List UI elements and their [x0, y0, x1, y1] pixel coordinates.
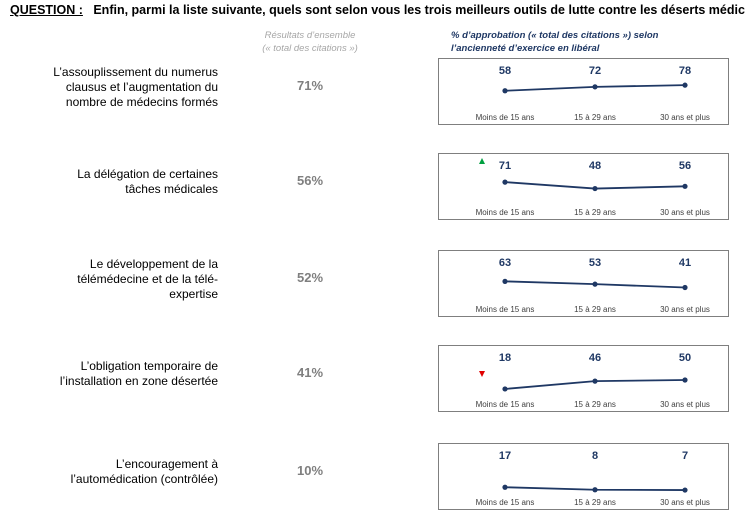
data-label: 50	[679, 352, 691, 364]
trend-chart-box: 17 Moins de 15 ans 8 15 à 29 ans 7 30 ans et …	[438, 443, 729, 510]
item-overall-value: 41%	[296, 365, 324, 380]
category-label: 30 ans et plus	[660, 113, 710, 122]
question-label: QUESTION :	[10, 3, 83, 17]
category-label: Moins de 15 ans	[476, 498, 535, 507]
data-point	[502, 88, 508, 94]
item-overall-value: 71%	[296, 78, 324, 93]
data-point	[502, 484, 508, 490]
data-label: 58	[499, 65, 511, 77]
trend-line-chart: 18 Moins de 15 ans 46 15 à 29 ans 50 30 ans e…	[476, 352, 710, 409]
question-text: Enfin, parmi la liste suivante, quels so…	[93, 3, 745, 17]
item-label-line: L’encouragement à	[115, 457, 218, 471]
data-point	[592, 84, 598, 90]
data-label: 17	[499, 450, 511, 462]
data-label: 41	[679, 257, 691, 269]
item-overall-value: 52%	[296, 270, 324, 285]
data-point	[592, 487, 598, 493]
item-label-line: l’automédication (contrôlée)	[70, 472, 218, 486]
data-label: 7	[682, 450, 688, 462]
question: QUESTION : Enfin, parmi la liste suivant…	[10, 3, 745, 17]
category-label: 30 ans et plus	[660, 400, 710, 409]
category-label: Moins de 15 ans	[476, 305, 535, 314]
category-label: 15 à 29 ans	[574, 498, 616, 507]
item-label-line: La délégation de certaines	[77, 167, 218, 181]
category-label: 15 à 29 ans	[574, 400, 616, 409]
overall-header-line2: (« total des citations »)	[262, 43, 358, 54]
overall-header-line1: Résultats d’ensemble	[264, 30, 356, 41]
item-label-line: nombre de médecins formés	[65, 94, 218, 109]
overall-column-header: Résultats d’ensemble (« total des citati…	[248, 29, 372, 55]
data-label: 72	[589, 65, 601, 77]
data-label: 71	[499, 160, 511, 172]
category-label: Moins de 15 ans	[476, 400, 535, 409]
data-point	[502, 386, 508, 392]
category-label: 15 à 29 ans	[574, 305, 616, 314]
data-point	[502, 179, 508, 185]
item-label: La délégation de certaines tâches médical…	[18, 156, 218, 208]
data-point	[592, 185, 598, 192]
item-label-line: expertise	[169, 286, 218, 301]
category-label: 15 à 29 ans	[574, 208, 616, 217]
data-label: 8	[592, 450, 598, 462]
trend-header-line1: % d’approbation (« total des citations »…	[451, 30, 659, 41]
category-label: Moins de 15 ans	[476, 113, 535, 122]
trend-column-header: % d’approbation (« total des citations »…	[451, 29, 711, 55]
trend-line-chart: 63 Moins de 15 ans 53 15 à 29 ans 41 30 ans e…	[476, 257, 710, 314]
trend-line-chart: 17 Moins de 15 ans 8 15 à 29 ans 7 30 ans et …	[476, 450, 710, 507]
data-point	[682, 183, 688, 189]
trend-chart-box: 71 Moins de 15 ans 48 15 à 29 ans 56 30 ans e…	[438, 153, 729, 220]
data-label: 53	[589, 257, 601, 269]
item-label-line: clausus et l’augmentation du	[65, 79, 218, 94]
category-label: 15 à 29 ans	[574, 113, 616, 122]
data-point	[592, 378, 598, 384]
item-label: L’obligation temporaire de l’installation…	[18, 348, 218, 400]
item-label-line: l’installation en zone désertée	[59, 374, 218, 388]
category-label: 30 ans et plus	[660, 305, 710, 314]
category-label: 30 ans et plus	[660, 208, 710, 217]
data-label: 78	[679, 65, 691, 77]
data-point	[502, 278, 508, 284]
item-label: Le développement de la télémédecine et de…	[18, 253, 218, 305]
data-point	[592, 281, 598, 287]
data-point	[682, 284, 688, 291]
data-label: 48	[589, 160, 601, 172]
data-label: 46	[589, 352, 601, 364]
trend-header-line2: l’ancienneté d’exercice en libéral	[451, 43, 600, 54]
data-label: 56	[679, 160, 691, 172]
category-label: 30 ans et plus	[660, 498, 710, 507]
data-point	[682, 377, 688, 383]
data-label: 63	[499, 257, 511, 269]
trend-line-chart: 71 Moins de 15 ans 48 15 à 29 ans 56 30 ans e…	[476, 158, 710, 217]
item-label-line: L’assouplissement du numerus	[53, 64, 218, 79]
trend-chart-box: 18 Moins de 15 ans 46 15 à 29 ans 50 30 ans e…	[438, 345, 729, 412]
item-label: L’encouragement à l’automédication (contr…	[18, 446, 218, 498]
item-label-line: Le développement de la	[89, 256, 218, 271]
trend-chart-box: 58 Moins de 15 ans 72 15 à 29 ans 78 30 ans e…	[438, 58, 729, 125]
item-label-line: L’obligation temporaire de	[80, 359, 218, 373]
triangle-down-icon	[479, 371, 485, 377]
item-overall-value: 56%	[296, 173, 324, 188]
trend-line-chart: 58 Moins de 15 ans 72 15 à 29 ans 78 30 ans e…	[476, 65, 710, 122]
triangle-up-icon	[479, 158, 485, 164]
trend-chart-box: 63 Moins de 15 ans 53 15 à 29 ans 41 30 ans e…	[438, 250, 729, 317]
item-label: L’assouplissement du numerus clausus et l…	[18, 61, 218, 113]
item-overall-value: 10%	[296, 463, 324, 478]
data-point	[682, 487, 688, 493]
category-label: Moins de 15 ans	[476, 208, 535, 217]
data-label: 18	[499, 352, 511, 364]
item-label-line: télémédecine et de la télé-	[77, 271, 218, 286]
item-label-line: tâches médicales	[125, 182, 218, 196]
data-point	[682, 82, 688, 88]
